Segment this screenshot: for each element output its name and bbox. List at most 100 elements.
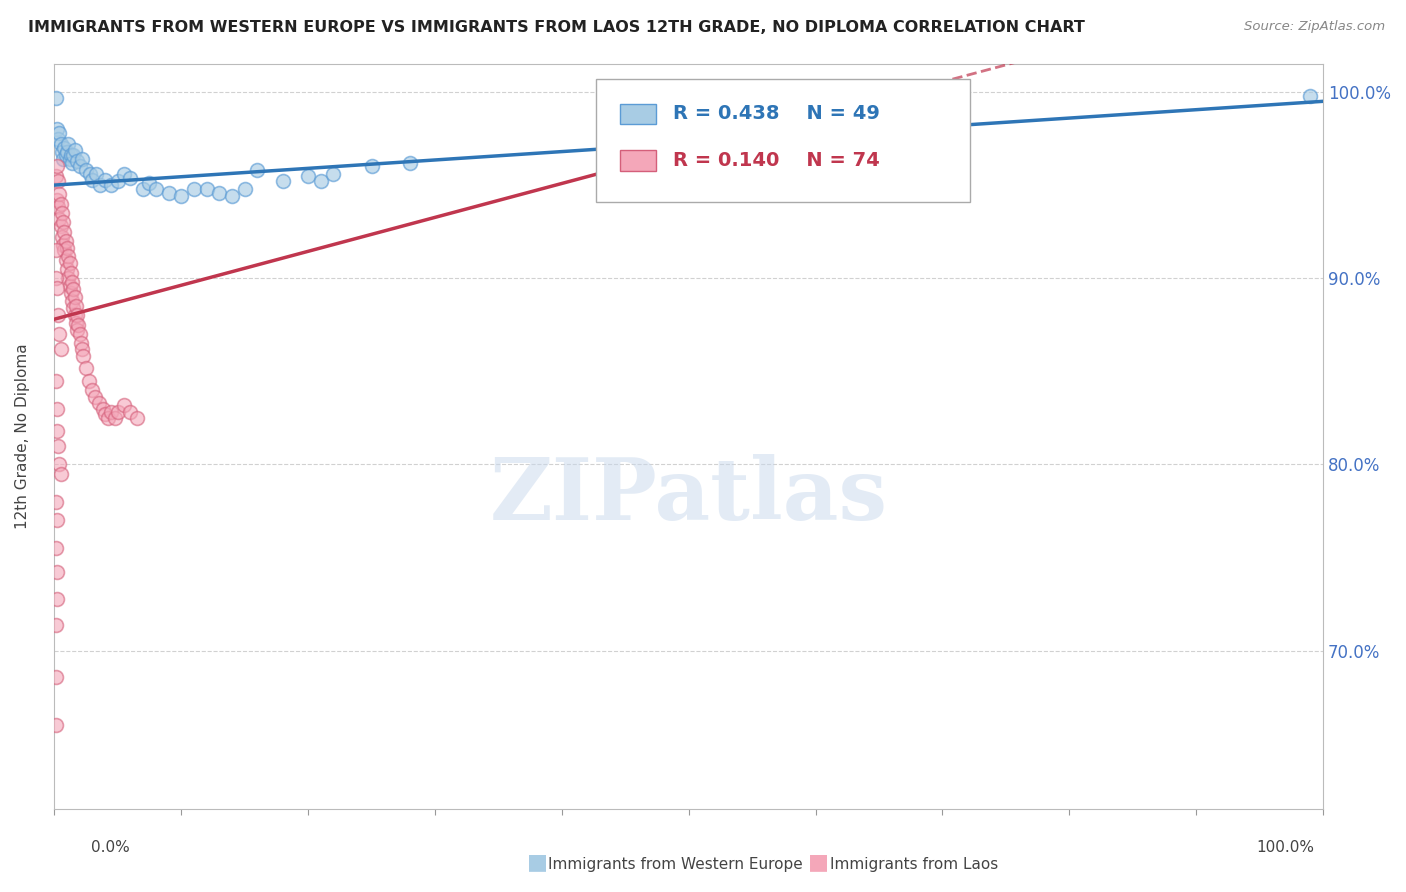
Point bbox=[297, 169, 319, 183]
Point bbox=[45, 193, 67, 207]
Point bbox=[60, 293, 83, 308]
Point bbox=[72, 350, 94, 364]
Point bbox=[52, 237, 75, 252]
Point bbox=[360, 160, 382, 174]
Point bbox=[62, 148, 84, 162]
Point bbox=[45, 280, 67, 294]
Text: ■: ■ bbox=[527, 853, 548, 872]
Point bbox=[56, 242, 79, 256]
Point bbox=[246, 163, 269, 178]
Point bbox=[45, 90, 67, 104]
Point bbox=[69, 160, 91, 174]
Point bbox=[48, 187, 70, 202]
Point bbox=[1299, 88, 1322, 103]
Text: R = 0.438    N = 49: R = 0.438 N = 49 bbox=[673, 104, 880, 123]
Point bbox=[65, 316, 87, 330]
Point bbox=[46, 201, 69, 215]
Point bbox=[45, 160, 67, 174]
Point bbox=[56, 145, 79, 159]
Point bbox=[79, 167, 101, 181]
Point bbox=[45, 271, 67, 285]
Point bbox=[271, 174, 294, 188]
Text: ■: ■ bbox=[808, 853, 830, 872]
Point bbox=[94, 407, 117, 421]
Point bbox=[120, 405, 142, 419]
Point bbox=[45, 718, 67, 732]
Point bbox=[45, 670, 67, 684]
Point bbox=[56, 261, 79, 276]
Point bbox=[51, 206, 73, 220]
Point bbox=[157, 186, 180, 200]
Point bbox=[58, 137, 80, 152]
Point bbox=[46, 439, 69, 453]
Point bbox=[49, 137, 72, 152]
Point bbox=[59, 148, 82, 162]
Point bbox=[195, 182, 218, 196]
Text: R = 0.140    N = 74: R = 0.140 N = 74 bbox=[673, 152, 880, 170]
Point bbox=[208, 186, 231, 200]
Point bbox=[82, 383, 104, 397]
Point bbox=[49, 219, 72, 233]
Point bbox=[46, 131, 69, 145]
Point bbox=[49, 467, 72, 481]
Point bbox=[45, 513, 67, 527]
Point bbox=[87, 396, 110, 410]
Point bbox=[58, 152, 80, 166]
Point bbox=[60, 155, 83, 169]
Point bbox=[45, 244, 67, 258]
Point bbox=[45, 424, 67, 438]
Point bbox=[49, 196, 72, 211]
Text: Immigrants from Laos: Immigrants from Laos bbox=[830, 857, 998, 872]
Point bbox=[75, 360, 97, 375]
Point bbox=[112, 398, 135, 412]
Point bbox=[75, 163, 97, 178]
Point bbox=[62, 282, 84, 296]
Point bbox=[52, 152, 75, 166]
Point bbox=[107, 405, 129, 419]
Point bbox=[233, 182, 256, 196]
Point bbox=[53, 225, 76, 239]
Point bbox=[70, 152, 93, 166]
Point bbox=[66, 153, 89, 168]
Point bbox=[48, 327, 70, 342]
Y-axis label: 12th Grade, No Diploma: 12th Grade, No Diploma bbox=[15, 343, 30, 529]
FancyBboxPatch shape bbox=[596, 79, 970, 202]
Point bbox=[55, 252, 77, 267]
Point bbox=[45, 401, 67, 416]
Point bbox=[45, 617, 67, 632]
Point bbox=[398, 155, 420, 169]
Point bbox=[138, 176, 160, 190]
Text: Immigrants from Western Europe: Immigrants from Western Europe bbox=[548, 857, 803, 872]
Point bbox=[60, 275, 83, 289]
Point bbox=[45, 374, 67, 388]
Point bbox=[45, 591, 67, 606]
Point bbox=[63, 290, 86, 304]
Point bbox=[48, 126, 70, 140]
Point bbox=[59, 286, 82, 301]
Point bbox=[45, 122, 67, 136]
Point bbox=[77, 374, 100, 388]
Text: 100.0%: 100.0% bbox=[1257, 840, 1315, 855]
Point bbox=[170, 189, 193, 203]
Point bbox=[59, 266, 82, 280]
Point bbox=[51, 230, 73, 244]
Point bbox=[84, 167, 107, 181]
Point bbox=[69, 327, 91, 342]
FancyBboxPatch shape bbox=[620, 103, 655, 124]
Point bbox=[48, 458, 70, 472]
Point bbox=[70, 336, 93, 351]
Point bbox=[58, 278, 80, 293]
FancyBboxPatch shape bbox=[620, 151, 655, 171]
Point bbox=[779, 141, 801, 155]
Point bbox=[66, 323, 89, 337]
Point bbox=[46, 309, 69, 323]
Point bbox=[132, 182, 155, 196]
Point bbox=[46, 174, 69, 188]
Point bbox=[322, 167, 344, 181]
Point bbox=[100, 405, 122, 419]
Point bbox=[45, 566, 67, 580]
Point bbox=[82, 172, 104, 186]
Point bbox=[104, 411, 127, 425]
Point bbox=[45, 169, 67, 183]
Text: 0.0%: 0.0% bbox=[91, 840, 131, 855]
